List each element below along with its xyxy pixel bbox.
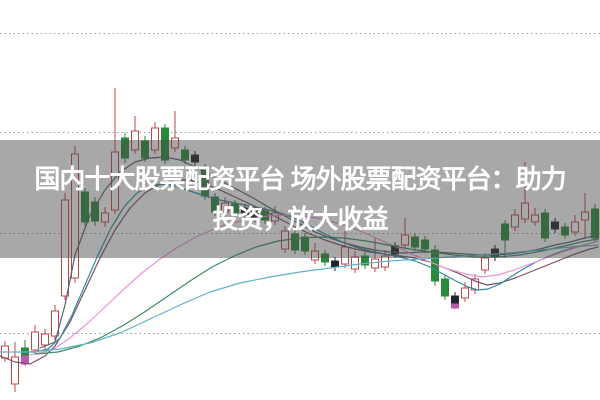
- candle-g: [81, 188, 89, 226]
- candle-g: [141, 136, 149, 162]
- candle-g: [181, 146, 189, 164]
- candle-r: [401, 218, 409, 249]
- candle-r: [311, 243, 319, 264]
- ma-pink: [29, 214, 599, 356]
- candle-r: [371, 238, 379, 272]
- candle-g: [121, 133, 129, 163]
- candle-r: [531, 208, 539, 226]
- candle-g: [361, 252, 369, 269]
- candle-m: [21, 355, 29, 366]
- candle-d: [331, 257, 339, 271]
- candle-g: [211, 193, 219, 216]
- headline-line-2: 投资，放大收益: [212, 204, 388, 234]
- ma-green: [34, 236, 599, 355]
- candle-r: [51, 305, 59, 340]
- candle-g: [321, 250, 329, 266]
- candle-r: [521, 162, 529, 223]
- candle-d: [551, 218, 559, 233]
- ma-dark-slate: [39, 156, 599, 349]
- candle-g: [411, 233, 419, 251]
- candle-r: [71, 146, 79, 283]
- candle-r: [571, 215, 579, 236]
- candle-r: [351, 251, 359, 273]
- ma-teal-fast: [19, 183, 599, 353]
- candle-r: [581, 193, 589, 238]
- candle-r: [101, 207, 109, 227]
- candle-g: [561, 223, 569, 239]
- candle-g: [301, 233, 309, 255]
- candle-r: [221, 197, 229, 216]
- candle-g: [291, 230, 299, 254]
- candle-r: [131, 116, 139, 154]
- candle-r: [61, 193, 69, 300]
- candle-g: [501, 220, 509, 258]
- headline-line-1: 国内十大股票配资平台 场外股票配资平台：助力: [34, 164, 566, 194]
- candle-g: [441, 275, 449, 300]
- candle-r: [171, 111, 179, 152]
- candle-r: [471, 274, 479, 294]
- candle-r: [111, 88, 119, 214]
- candle-r: [341, 231, 349, 268]
- candle-r: [511, 209, 519, 231]
- candle-d: [241, 204, 249, 219]
- candle-d: [191, 151, 199, 166]
- candle-r: [11, 342, 19, 392]
- candle-g: [421, 236, 429, 253]
- headline-overlay: 国内十大股票配资平台 场外股票配资平台：助力 投资，放大收益: [0, 140, 600, 258]
- candle-m: [451, 303, 459, 309]
- candle-r: [151, 122, 159, 154]
- candle-g: [541, 209, 549, 242]
- ma-cyan-slow: [0, 244, 599, 353]
- candle-r: [31, 325, 39, 353]
